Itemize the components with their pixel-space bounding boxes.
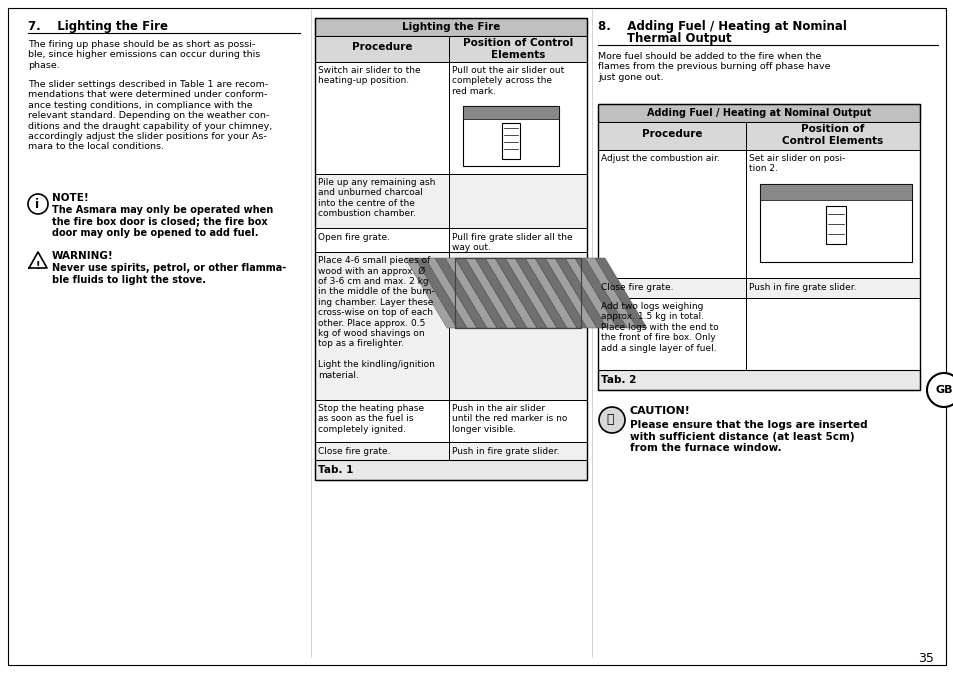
- Bar: [598, 104, 919, 390]
- Bar: [449, 252, 586, 400]
- Text: i: i: [35, 198, 40, 211]
- Bar: [314, 442, 449, 460]
- Text: 7.    Lighting the Fire: 7. Lighting the Fire: [28, 20, 168, 33]
- Text: !: !: [36, 261, 40, 271]
- Polygon shape: [564, 258, 617, 328]
- Polygon shape: [515, 258, 566, 328]
- Bar: [314, 18, 586, 480]
- Text: GB: GB: [934, 385, 952, 395]
- Polygon shape: [575, 258, 626, 328]
- Bar: [449, 174, 586, 228]
- Bar: [462, 106, 558, 119]
- Bar: [501, 123, 519, 159]
- Polygon shape: [584, 258, 637, 328]
- Polygon shape: [535, 258, 586, 328]
- Polygon shape: [475, 258, 526, 328]
- Text: Push in the air slider
until the red marker is no
longer visible.: Push in the air slider until the red mar…: [452, 404, 567, 434]
- Text: NOTE!: NOTE!: [52, 193, 89, 203]
- Bar: [314, 400, 449, 442]
- Bar: [598, 104, 919, 122]
- Polygon shape: [29, 252, 47, 268]
- Polygon shape: [524, 258, 577, 328]
- Text: Thermal Output: Thermal Output: [598, 32, 731, 45]
- Text: 👍: 👍: [605, 413, 613, 426]
- Bar: [745, 298, 919, 370]
- Bar: [449, 62, 586, 174]
- Bar: [449, 36, 586, 62]
- Text: Pile up any remaining ash
and unburned charcoal
into the centre of the
combustio: Pile up any remaining ash and unburned c…: [317, 178, 435, 218]
- Text: Procedure: Procedure: [352, 42, 412, 52]
- Text: Close fire grate.: Close fire grate.: [317, 447, 390, 456]
- Bar: [745, 150, 919, 278]
- Bar: [449, 442, 586, 460]
- Circle shape: [598, 407, 624, 433]
- Text: Place 4-6 small pieces of
wood with an approx. Ø
of 3-6 cm and max. 2 kg
in the : Place 4-6 small pieces of wood with an a…: [317, 256, 435, 380]
- Text: Open fire grate.: Open fire grate.: [317, 233, 390, 242]
- Text: Push in fire grate slider.: Push in fire grate slider.: [452, 447, 558, 456]
- Bar: [760, 184, 911, 262]
- Bar: [314, 18, 586, 36]
- Text: Tab. 2: Tab. 2: [600, 375, 636, 385]
- Text: Pull out the air slider out
completely across the
red mark.: Pull out the air slider out completely a…: [452, 66, 563, 96]
- Text: Stop the heating phase
as soon as the fuel is
completely ignited.: Stop the heating phase as soon as the fu…: [317, 404, 424, 434]
- Bar: [598, 150, 745, 278]
- Text: Please ensure that the logs are inserted
with sufficient distance (at least 5cm): Please ensure that the logs are inserted…: [629, 420, 866, 453]
- Text: Never use spirits, petrol, or other flamma-
ble fluids to light the stove.: Never use spirits, petrol, or other flam…: [52, 263, 286, 285]
- Text: Push in fire grate slider.: Push in fire grate slider.: [748, 283, 856, 292]
- Text: Pull fire grate slider all the
way out.: Pull fire grate slider all the way out.: [452, 233, 572, 252]
- Bar: [598, 122, 745, 150]
- Polygon shape: [455, 258, 506, 328]
- Text: The firing up phase should be as short as possi-
ble, since higher emissions can: The firing up phase should be as short a…: [28, 40, 260, 70]
- Polygon shape: [464, 258, 517, 328]
- Bar: [314, 252, 449, 400]
- Polygon shape: [405, 258, 456, 328]
- Polygon shape: [415, 258, 467, 328]
- Text: Switch air slider to the
heating-up position.: Switch air slider to the heating-up posi…: [317, 66, 420, 85]
- Text: Tab. 1: Tab. 1: [317, 465, 353, 475]
- Polygon shape: [504, 258, 557, 328]
- Bar: [745, 278, 919, 298]
- Bar: [314, 36, 449, 62]
- Bar: [449, 400, 586, 442]
- Bar: [598, 370, 919, 390]
- Polygon shape: [555, 258, 606, 328]
- Text: 35: 35: [917, 652, 933, 665]
- Circle shape: [926, 373, 953, 407]
- Text: 8.    Adding Fuel / Heating at Nominal: 8. Adding Fuel / Heating at Nominal: [598, 20, 846, 33]
- Bar: [825, 206, 845, 244]
- Polygon shape: [444, 258, 497, 328]
- Text: Position of Control
Elements: Position of Control Elements: [462, 38, 573, 60]
- Bar: [449, 228, 586, 252]
- Bar: [314, 460, 586, 480]
- Text: Position of
Control Elements: Position of Control Elements: [781, 124, 882, 145]
- Text: WARNING!: WARNING!: [52, 251, 113, 261]
- Text: Add two logs weighing
approx. 1.5 kg in total.
Place logs with the end to
the fr: Add two logs weighing approx. 1.5 kg in …: [600, 302, 718, 353]
- Text: Adding Fuel / Heating at Nominal Output: Adding Fuel / Heating at Nominal Output: [646, 108, 870, 118]
- Text: More fuel should be added to the fire when the
flames from the previous burning : More fuel should be added to the fire wh…: [598, 52, 830, 82]
- Text: Set air slider on posi-
tion 2.: Set air slider on posi- tion 2.: [748, 154, 844, 174]
- Polygon shape: [495, 258, 546, 328]
- Bar: [598, 278, 745, 298]
- Bar: [314, 174, 449, 228]
- Text: Lighting the Fire: Lighting the Fire: [401, 22, 499, 32]
- Bar: [745, 122, 919, 150]
- Text: The Asmara may only be operated when
the fire box door is closed; the fire box
d: The Asmara may only be operated when the…: [52, 205, 273, 238]
- Text: Adjust the combustion air.: Adjust the combustion air.: [600, 154, 719, 163]
- Polygon shape: [595, 258, 646, 328]
- Polygon shape: [424, 258, 476, 328]
- Bar: [462, 106, 558, 166]
- Polygon shape: [435, 258, 486, 328]
- Bar: [455, 258, 580, 328]
- Polygon shape: [544, 258, 597, 328]
- Bar: [598, 298, 745, 370]
- Text: Close fire grate.: Close fire grate.: [600, 283, 673, 292]
- Polygon shape: [484, 258, 537, 328]
- Text: The slider settings described in Table 1 are recom-
mendations that were determi: The slider settings described in Table 1…: [28, 80, 272, 151]
- Bar: [760, 184, 911, 200]
- Text: CAUTION!: CAUTION!: [629, 406, 690, 416]
- Text: Procedure: Procedure: [641, 129, 701, 139]
- Bar: [455, 258, 580, 328]
- Bar: [314, 228, 449, 252]
- Bar: [314, 62, 449, 174]
